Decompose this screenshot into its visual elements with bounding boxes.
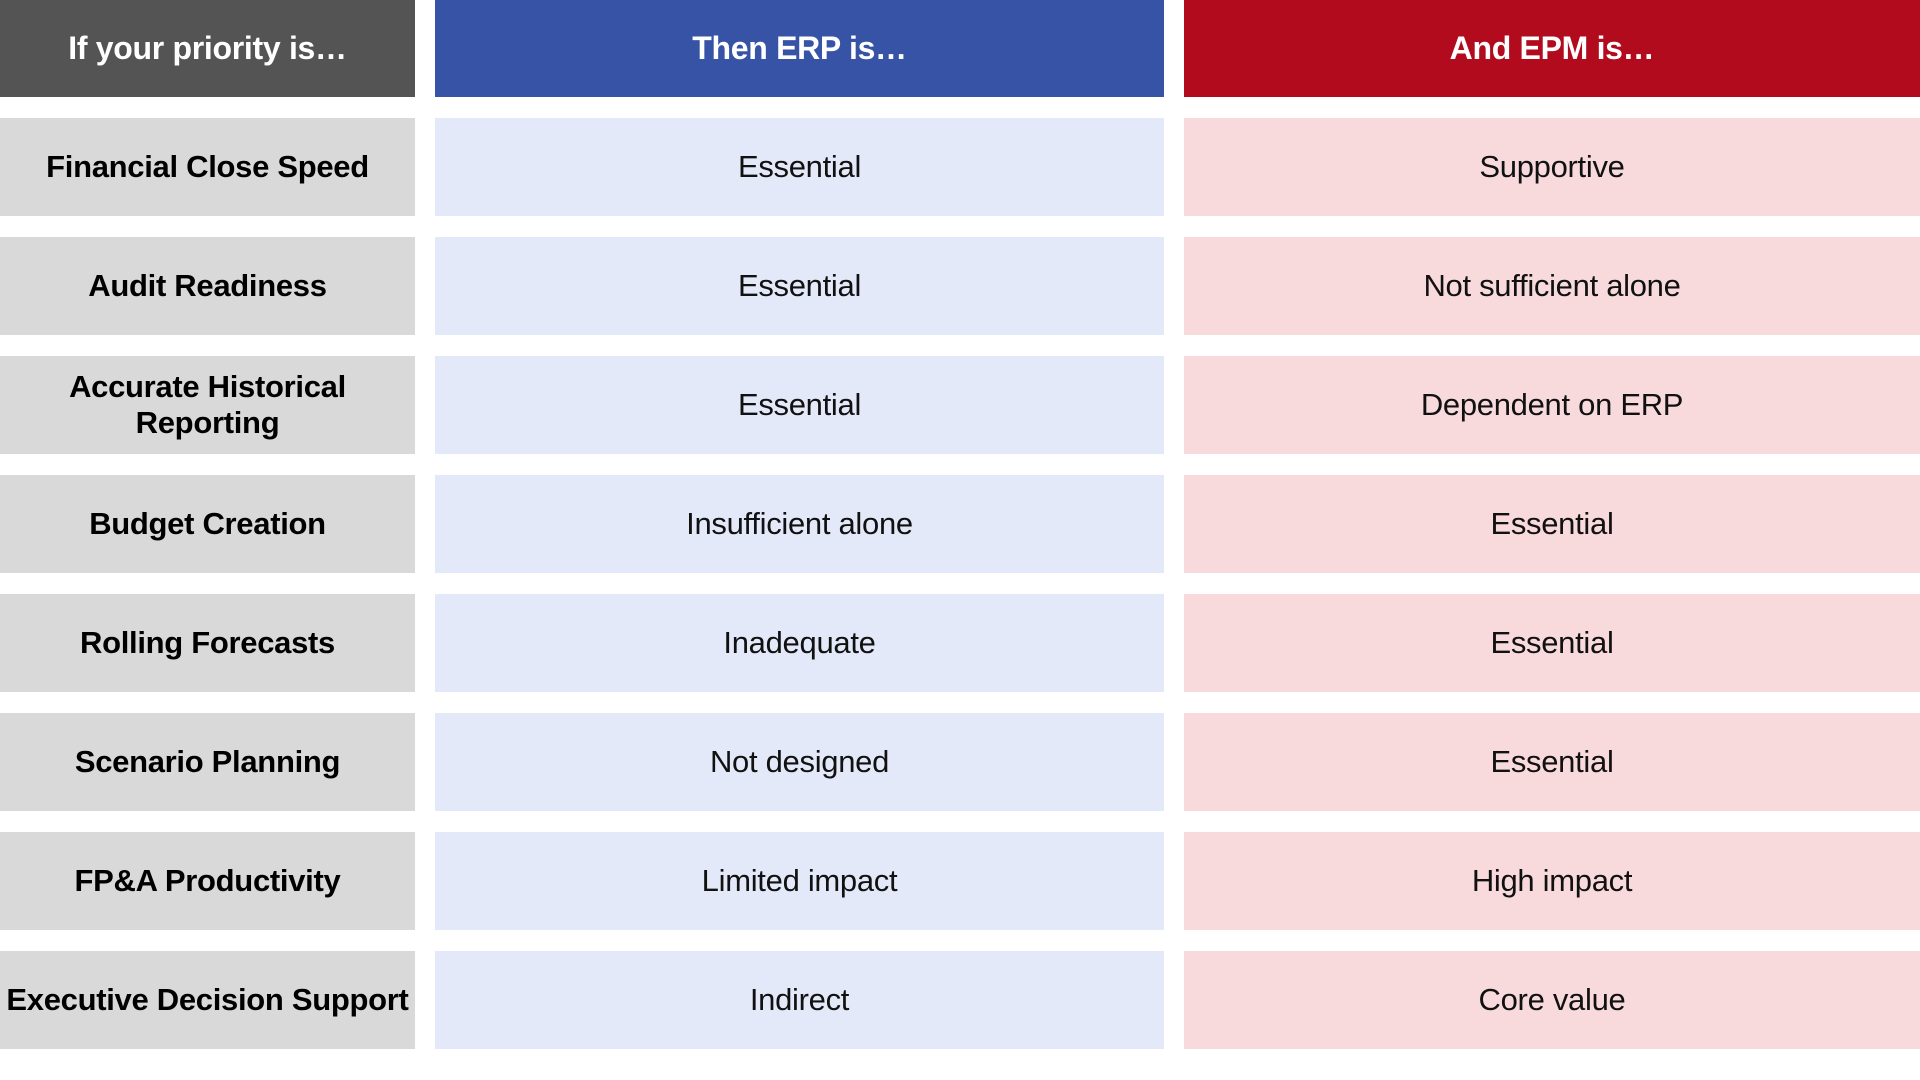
erp-value-cell: Insufficient alone <box>435 475 1164 573</box>
epm-value-cell: Essential <box>1184 475 1920 573</box>
row-label-cell: Executive Decision Support <box>0 951 415 1049</box>
epm-value-cell: Supportive <box>1184 118 1920 216</box>
epm-value-cell: Not sufficient alone <box>1184 237 1920 335</box>
epm-value-cell: Essential <box>1184 713 1920 811</box>
epm-value-cell: High impact <box>1184 832 1920 930</box>
erp-value-cell: Indirect <box>435 951 1164 1049</box>
row-label-cell: Budget Creation <box>0 475 415 573</box>
row-label-cell: Rolling Forecasts <box>0 594 415 692</box>
row-label-cell: Financial Close Speed <box>0 118 415 216</box>
erp-value-cell: Essential <box>435 118 1164 216</box>
epm-value-cell: Essential <box>1184 594 1920 692</box>
erp-epm-comparison-table: If your priority is… Then ERP is… And EP… <box>0 0 1920 1049</box>
erp-value-cell: Essential <box>435 356 1164 454</box>
epm-value-cell: Core value <box>1184 951 1920 1049</box>
row-label-cell: FP&A Productivity <box>0 832 415 930</box>
erp-value-cell: Essential <box>435 237 1164 335</box>
erp-value-cell: Inadequate <box>435 594 1164 692</box>
column-header-priority: If your priority is… <box>0 0 415 97</box>
column-header-erp: Then ERP is… <box>435 0 1164 97</box>
row-label-cell: Accurate Historical Reporting <box>0 356 415 454</box>
erp-value-cell: Not designed <box>435 713 1164 811</box>
erp-value-cell: Limited impact <box>435 832 1164 930</box>
column-header-epm: And EPM is… <box>1184 0 1920 97</box>
row-label-cell: Scenario Planning <box>0 713 415 811</box>
epm-value-cell: Dependent on ERP <box>1184 356 1920 454</box>
row-label-cell: Audit Readiness <box>0 237 415 335</box>
